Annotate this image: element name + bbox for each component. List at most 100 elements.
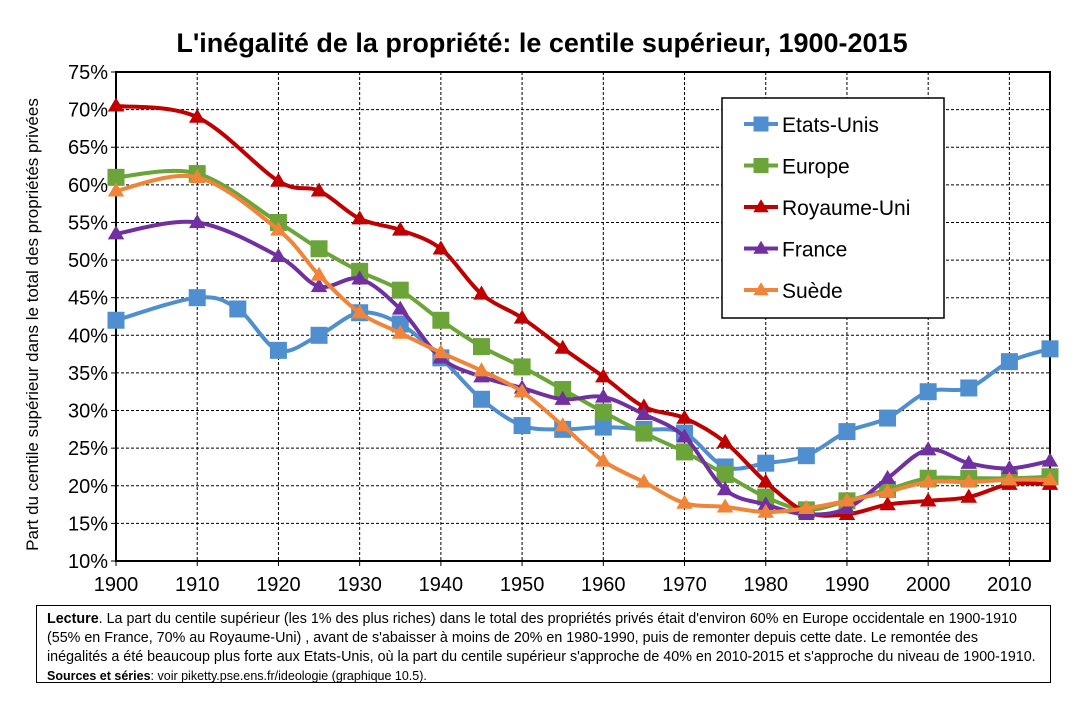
data-point <box>676 409 693 424</box>
y-tick-label: 50% <box>68 250 108 272</box>
data-point <box>1041 471 1059 486</box>
data-point <box>391 315 409 333</box>
data-point <box>513 383 531 398</box>
data-point <box>310 240 328 258</box>
data-point <box>757 473 774 488</box>
x-tick-label: 1980 <box>743 574 788 596</box>
data-point <box>635 398 653 413</box>
data-point <box>919 383 937 401</box>
data-point <box>798 499 815 515</box>
data-point <box>1001 460 1018 475</box>
legend-label: Europe <box>782 156 850 179</box>
data-point <box>676 443 694 461</box>
y-tick-label: 55% <box>68 212 108 234</box>
data-point <box>797 447 815 465</box>
data-point <box>757 454 775 472</box>
legend-swatch-marker <box>753 240 769 254</box>
data-point <box>310 326 328 344</box>
x-tick-label: 1910 <box>175 574 220 596</box>
legend-label: France <box>782 239 847 262</box>
legend-swatch-marker <box>753 282 769 296</box>
data-point <box>473 285 490 300</box>
y-tick-label: 25% <box>68 438 108 460</box>
legend-label: Suède <box>782 280 843 303</box>
series-3 <box>107 214 1059 521</box>
reading-note: Lecture. La part du centile supérieur (l… <box>36 605 1051 683</box>
data-point <box>879 483 896 498</box>
data-point <box>432 344 450 359</box>
note-sources-label: Sources et séries <box>47 669 151 683</box>
data-point <box>960 379 978 397</box>
data-point <box>270 247 287 262</box>
x-tick-label: 1960 <box>581 574 626 596</box>
data-point <box>229 300 247 318</box>
data-point <box>472 390 490 408</box>
data-point <box>310 266 328 281</box>
data-point <box>513 417 531 435</box>
data-point <box>757 503 774 518</box>
note-lead: Lecture <box>47 611 99 627</box>
data-point <box>391 281 409 299</box>
note-sources-text: : voir piketty.pse.ens.fr/ideologie (gra… <box>150 669 427 683</box>
y-tick-label: 15% <box>68 513 108 535</box>
x-tick-label: 1930 <box>337 574 382 596</box>
x-tick-label: 1920 <box>256 574 301 596</box>
data-point <box>594 403 612 421</box>
data-point <box>1001 471 1018 486</box>
x-tick-label: 1990 <box>825 574 870 596</box>
data-point <box>879 469 896 484</box>
x-tick-label: 1950 <box>500 574 545 596</box>
data-point <box>554 390 571 405</box>
data-point <box>676 428 693 443</box>
x-tick-label: 1970 <box>662 574 707 596</box>
chart-title: L'inégalité de la propriété: le centile … <box>176 28 908 58</box>
data-point <box>351 210 368 225</box>
data-point <box>879 409 897 427</box>
y-tick-label: 70% <box>68 100 108 122</box>
data-point <box>838 423 856 441</box>
data-point <box>1000 353 1018 371</box>
data-point <box>432 240 450 255</box>
data-point <box>513 309 531 324</box>
y-tick-label: 40% <box>68 325 108 347</box>
data-point <box>472 338 490 356</box>
legend-label: Royaume-Uni <box>782 197 910 220</box>
y-tick-label: 65% <box>68 137 108 159</box>
data-point <box>351 270 368 285</box>
data-point <box>107 311 125 329</box>
note-text: . La part du centile supérieur (les 1% d… <box>47 611 1036 665</box>
data-point <box>351 304 368 319</box>
data-point <box>107 97 125 112</box>
data-point <box>392 300 409 315</box>
data-point <box>188 108 206 123</box>
data-point <box>919 441 937 456</box>
data-point <box>1041 452 1059 467</box>
data-point <box>513 358 531 376</box>
data-point <box>960 488 978 503</box>
series-4 <box>107 168 1059 518</box>
data-point <box>554 339 571 354</box>
y-tick-label: 75% <box>68 62 108 84</box>
data-point <box>716 465 734 483</box>
data-point <box>919 473 937 488</box>
y-tick-label: 45% <box>68 288 108 310</box>
data-point <box>270 172 287 187</box>
data-point <box>919 492 937 507</box>
data-point <box>554 380 572 398</box>
x-tick-label: 2000 <box>906 574 951 596</box>
legend-label: Etats-Unis <box>782 114 879 137</box>
data-point <box>188 289 206 307</box>
data-point <box>107 168 125 186</box>
data-point <box>635 405 653 420</box>
data-point <box>595 368 612 383</box>
data-point <box>188 214 206 229</box>
data-point <box>960 454 978 469</box>
legend: Etats-Unis Europe Royaume-Uni France Suède <box>721 97 945 319</box>
data-point <box>392 221 409 236</box>
line-chart: 10% 15% 20% 25% 30% 35% 40% 45% 50% 55% 60% 65% 70% 7… <box>23 62 1059 596</box>
data-point <box>188 168 206 183</box>
data-point <box>107 182 125 197</box>
data-point <box>1041 340 1059 358</box>
data-point <box>270 221 287 236</box>
data-point <box>392 324 409 339</box>
